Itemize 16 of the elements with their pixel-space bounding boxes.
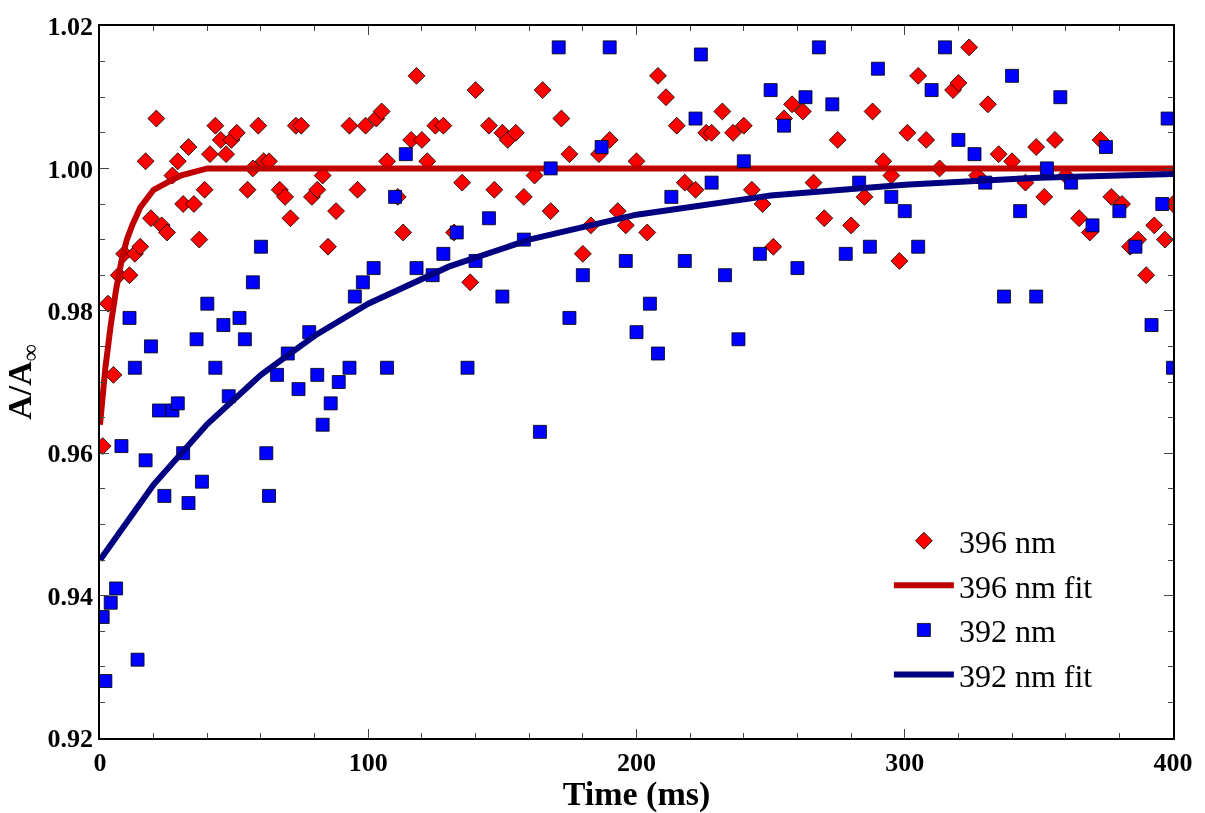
legend-label: 396 nm	[958, 524, 1056, 561]
x-tick-label: 200	[617, 747, 656, 777]
y-tick-label: 0.94	[47, 581, 94, 611]
legend-label: 396 nm fit	[958, 568, 1093, 605]
x-tick-label: 400	[1153, 747, 1193, 777]
y-tick-label: 0.92	[47, 724, 94, 754]
y-tick-label: 0.98	[47, 296, 94, 326]
x-tick-label: 300	[885, 747, 925, 777]
legend-label: 392 nm fit	[958, 657, 1093, 694]
y-tick-label: 1.00	[47, 154, 94, 184]
x-tick-label: 100	[348, 747, 388, 777]
y-tick-label: 1.02	[47, 12, 94, 42]
y-tick-label: 0.96	[47, 439, 94, 469]
x-axis-title: Time (ms)	[562, 775, 711, 813]
x-tick-label: 0	[93, 747, 107, 777]
legend-label: 392 nm	[958, 613, 1056, 650]
